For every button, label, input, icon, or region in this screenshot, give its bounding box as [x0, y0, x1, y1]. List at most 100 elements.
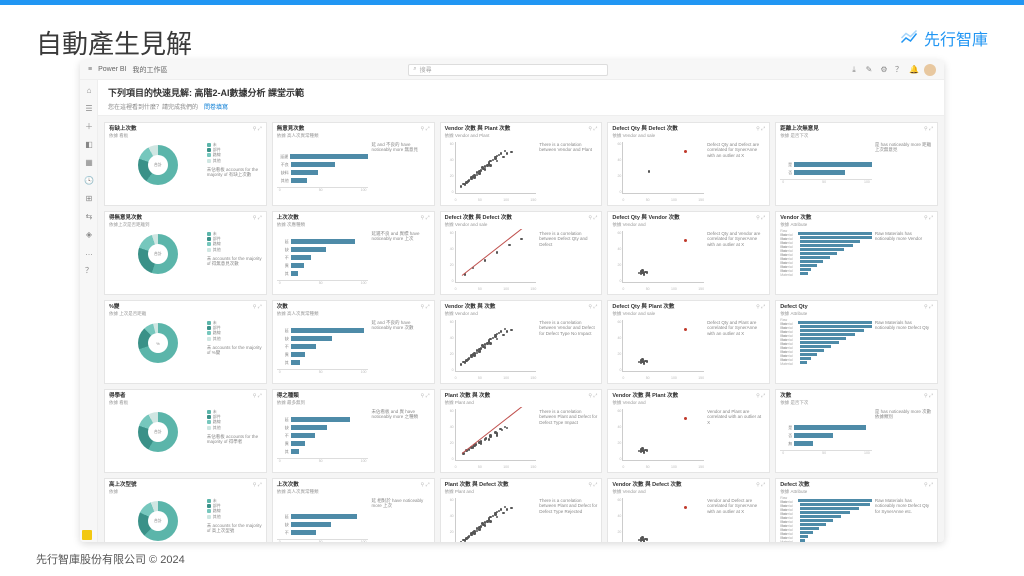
insight-card[interactable]: ⚲ ⤢Vendor 次數 與 Defect 次數依據 Vendor and604… [607, 478, 770, 542]
insight-card[interactable]: ⚲ ⤢有缺上次數依據 看板合計未部件路線其他未佔看板 accounts for … [104, 122, 267, 206]
insight-card[interactable]: ⚲ ⤢Plant 次數 與 Defect 次數依據 Plant and60402… [440, 478, 603, 542]
pin-icon[interactable]: ⚲ ⤢ [924, 215, 933, 221]
card-subtitle: 依據 高人次異常種類 [277, 489, 430, 495]
pin-icon[interactable]: ⚲ ⤢ [588, 126, 597, 132]
insight-card[interactable]: ⚲ ⤢Defect 次數依據 AttributeRaw MaterialRaw … [775, 478, 938, 542]
sidebar-icon-6[interactable]: ⊞ [80, 192, 98, 204]
user-avatar[interactable] [924, 64, 936, 76]
topbar-icon-0[interactable]: ⤓ [849, 65, 859, 75]
slide-title: 自動產生見解 [36, 24, 192, 61]
product-name: Power BI [98, 66, 126, 73]
insight-card[interactable]: ⚲ ⤢Plant 次數 與 次數依據 Plant and604020005010… [440, 389, 603, 473]
bar-chart: 延缺不異其050100 [277, 231, 369, 291]
insight-card[interactable]: ⚲ ⤢Defect 次數 與 Defect 次數依據 Vendor and sa… [440, 211, 603, 295]
insight-card[interactable]: ⚲ ⤢Vendor 次數依據 AttributeRaw MaterialRaw … [775, 211, 938, 295]
insight-card[interactable]: ⚲ ⤢得學者依據 看板合計未部件路線其他未佔看板 accounts for th… [104, 389, 267, 473]
brand-logo: 先行智庫 [900, 26, 988, 50]
insight-card[interactable]: ⚲ ⤢距離上次無意見依據 是否下次是否050100是 has noticeabl… [775, 122, 938, 206]
pin-icon[interactable]: ⚲ ⤢ [588, 393, 597, 399]
topbar-icon-4[interactable]: 🔔 [909, 65, 919, 75]
pin-icon[interactable]: ⚲ ⤢ [588, 482, 597, 488]
pin-icon[interactable]: ⚲ ⤢ [756, 482, 765, 488]
pin-icon[interactable]: ⚲ ⤢ [756, 215, 765, 221]
sidebar-icon-2[interactable]: ＋ [80, 120, 98, 132]
sidebar-icon-1[interactable]: ☰ [80, 102, 98, 114]
brand-icon [900, 29, 918, 47]
card-subtitle: 依據 高人次異常種類 [277, 133, 430, 139]
card-subtitle: 依據 次應種類 [277, 222, 430, 228]
insight-card[interactable]: ⚲ ⤢上次次數依據 次應種類延缺不異其050100延遲不良 and 異標 hav… [272, 211, 435, 295]
sidebar-icon-3[interactable]: ◧ [80, 138, 98, 150]
insights-header: 下列項目的快速見解: 高階2-AI數據分析 課堂示範 您在這裡看到什麼？請完成我… [98, 80, 944, 116]
card-title: Defect Qty 與 Plant 次數 [612, 304, 765, 310]
card-subtitle: 依據 [109, 489, 262, 495]
pin-icon[interactable]: ⚲ ⤢ [924, 304, 933, 310]
sidebar-icon-5[interactable]: 🕓 [80, 174, 98, 186]
insight-card[interactable]: ⚲ ⤢Vendor 次數 與 Plant 次數依據 Vendor and6040… [607, 389, 770, 473]
card-title: Vendor 次數 與 Plant 次數 [445, 126, 598, 132]
insight-card[interactable]: ⚲ ⤢上次次數依據 高人次異常種類延缺不050100延 相對於 have not… [272, 478, 435, 542]
donut-chart: 合計 [138, 412, 178, 452]
card-title: Vendor 次數 與 Defect 次數 [612, 482, 765, 488]
sidebar-icon-9[interactable]: … [80, 246, 98, 258]
pin-icon[interactable]: ⚲ ⤢ [253, 126, 262, 132]
pin-icon[interactable]: ⚲ ⤢ [253, 304, 262, 310]
search-icon: ⌕ [413, 66, 416, 73]
pin-icon[interactable]: ⚲ ⤢ [253, 482, 262, 488]
sidebar-icon-7[interactable]: ⇆ [80, 210, 98, 222]
card-title: Vendor 次數 [780, 215, 933, 221]
pin-icon[interactable]: ⚲ ⤢ [924, 126, 933, 132]
pin-icon[interactable]: ⚲ ⤢ [421, 126, 430, 132]
topbar-icon-3[interactable]: ？ [894, 65, 904, 75]
insight-card[interactable]: ⚲ ⤢%變依據 上次是否距離%未部件路線其他未 accounts for the… [104, 300, 267, 384]
insight-card[interactable]: ⚲ ⤢得無意見次數依據上次是否距離到合計未部件路線其他未 accounts fo… [104, 211, 267, 295]
insight-card[interactable]: ⚲ ⤢Defect Qty 與 Plant 次數依據 Vendor and sa… [607, 300, 770, 384]
app-menu-icon[interactable]: ≡ [88, 66, 92, 73]
insights-grid: ⚲ ⤢有缺上次數依據 看板合計未部件路線其他未佔看板 accounts for … [98, 116, 944, 542]
insight-card[interactable]: ⚲ ⤢Vendor 次數 與 Plant 次數依據 Vendor and Pla… [440, 122, 603, 206]
card-subtitle: 依據 Plant and [445, 400, 598, 406]
pin-icon[interactable]: ⚲ ⤢ [421, 215, 430, 221]
card-subtitle: 依據 Vendor and sale [445, 222, 598, 228]
pin-icon[interactable]: ⚲ ⤢ [588, 304, 597, 310]
pin-icon[interactable]: ⚲ ⤢ [588, 215, 597, 221]
insight-card[interactable]: ⚲ ⤢次數依據 高人次異常種類延缺不異其050100延 and 不良的 have… [272, 300, 435, 384]
scatter-chart [455, 231, 537, 283]
card-subtitle: 依據 Vendor and Plant [445, 133, 598, 139]
pin-icon[interactable]: ⚲ ⤢ [253, 215, 262, 221]
insight-card[interactable]: ⚲ ⤢無意見次數依據 高人次異常種類延遲不良缺料其他050100延 and 不良… [272, 122, 435, 206]
card-subtitle: 依據上次是否距離到 [109, 222, 262, 228]
survey-link[interactable]: 問卷填寫 [204, 102, 228, 111]
card-title: Vendor 次數 與 次數 [445, 304, 598, 310]
sidebar-icon-0[interactable]: ⌂ [80, 84, 98, 96]
insight-card[interactable]: ⚲ ⤢得之種類依據 最多無到延缺不異其050100未佔看板 and 異 have… [272, 389, 435, 473]
sidebar-icon-10[interactable]: ？ [80, 264, 98, 276]
card-subtitle: 依據 Vendor and sale [612, 133, 765, 139]
insight-card[interactable]: ⚲ ⤢高上次型號依據合計未部件路線其他未 accounts for the ma… [104, 478, 267, 542]
card-title: Defect Qty 與 Vendor 次數 [612, 215, 765, 221]
card-subtitle: 依據 Attribute [780, 489, 933, 495]
pin-icon[interactable]: ⚲ ⤢ [756, 126, 765, 132]
pin-icon[interactable]: ⚲ ⤢ [421, 393, 430, 399]
insight-card[interactable]: ⚲ ⤢Defect Qty依據 AttributeRaw MaterialRaw… [775, 300, 938, 384]
pin-icon[interactable]: ⚲ ⤢ [924, 393, 933, 399]
sidebar-icon-4[interactable]: ▦ [80, 156, 98, 168]
pin-icon[interactable]: ⚲ ⤢ [924, 482, 933, 488]
insight-card[interactable]: ⚲ ⤢Vendor 次數 與 次數依據 Vendor and6040200050… [440, 300, 603, 384]
pin-icon[interactable]: ⚲ ⤢ [421, 482, 430, 488]
topbar-icon-2[interactable]: ⚙ [879, 65, 889, 75]
search-input[interactable]: ⌕ 搜尋 [408, 64, 608, 76]
pin-icon[interactable]: ⚲ ⤢ [253, 393, 262, 399]
workspace-name[interactable]: 我的工作區 [133, 65, 168, 75]
insight-card[interactable]: ⚲ ⤢Defect Qty 與 Vendor 次數依據 Vendor and60… [607, 211, 770, 295]
bar-chart: 延缺不異其050100 [277, 409, 369, 469]
topbar-icon-1[interactable]: ✎ [864, 65, 874, 75]
insight-card[interactable]: ⚲ ⤢次數依據 是否下次是否無050100是 has noticeably mo… [775, 389, 938, 473]
pin-icon[interactable]: ⚲ ⤢ [756, 393, 765, 399]
insight-card[interactable]: ⚲ ⤢Defect Qty 與 Defect 次數依據 Vendor and s… [607, 122, 770, 206]
card-subtitle: 依據 高人次異常種類 [277, 311, 430, 317]
pin-icon[interactable]: ⚲ ⤢ [756, 304, 765, 310]
sidebar-icon-8[interactable]: ◈ [80, 228, 98, 240]
search-placeholder: 搜尋 [420, 65, 432, 74]
pin-icon[interactable]: ⚲ ⤢ [421, 304, 430, 310]
